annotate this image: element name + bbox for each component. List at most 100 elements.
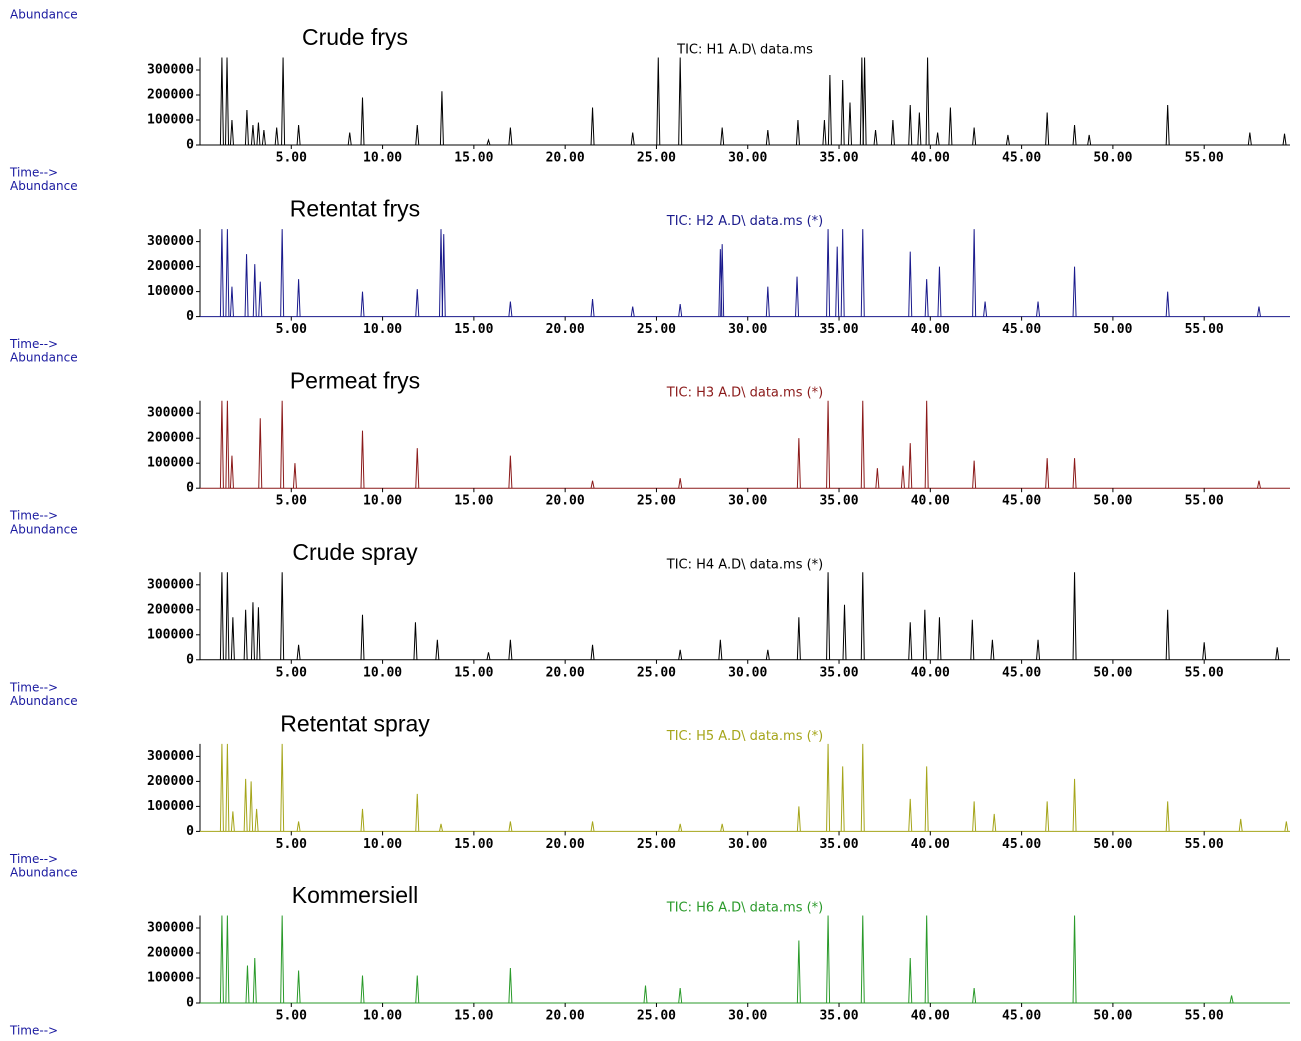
y-axis-label: Abundance <box>10 179 78 193</box>
peak <box>590 480 595 489</box>
y-axis-label: Abundance <box>10 351 78 365</box>
peak <box>860 229 865 317</box>
y-tick-label: 200000 <box>147 602 194 617</box>
x-tick-label: 50.00 <box>1093 322 1132 337</box>
peak <box>243 778 248 832</box>
peak <box>948 107 953 146</box>
x-tick-label: 35.00 <box>819 151 858 166</box>
peak <box>219 400 224 489</box>
peak <box>508 821 513 832</box>
peak <box>1072 266 1077 317</box>
chart-subtitle: TIC: H6 A.D\ data.ms (*) <box>666 901 824 916</box>
peak <box>718 639 723 660</box>
peak <box>415 793 420 832</box>
peak <box>292 463 297 489</box>
x-tick-label: 55.00 <box>1185 151 1224 166</box>
peak <box>439 229 444 317</box>
peak <box>439 91 444 146</box>
peak <box>917 112 922 146</box>
peak <box>925 57 930 146</box>
peak <box>252 957 257 1004</box>
peak <box>225 400 230 489</box>
peak <box>678 57 683 146</box>
peak <box>280 915 285 1004</box>
peak <box>415 975 420 1004</box>
peak <box>225 572 230 660</box>
x-tick-label: 40.00 <box>911 837 950 852</box>
peak <box>924 915 929 1004</box>
peak <box>842 604 847 660</box>
x-tick-label: 35.00 <box>819 494 858 509</box>
peak <box>439 823 443 832</box>
peak <box>826 743 831 832</box>
x-tick-label: 25.00 <box>637 494 676 509</box>
peak <box>1256 480 1261 489</box>
peak <box>1087 134 1092 146</box>
peak <box>1284 821 1289 832</box>
x-axis-label: Time--> <box>9 680 58 694</box>
y-tick-label: 300000 <box>147 63 194 78</box>
y-axis-label: Abundance <box>10 866 78 880</box>
peak <box>296 644 301 660</box>
peak <box>1165 801 1170 832</box>
peak <box>1036 639 1041 660</box>
x-tick-label: 50.00 <box>1093 151 1132 166</box>
peak <box>796 806 801 832</box>
x-tick-label: 40.00 <box>911 151 950 166</box>
peak <box>924 766 929 832</box>
y-tick-label: 100000 <box>147 284 194 299</box>
x-tick-label: 25.00 <box>637 1009 676 1024</box>
peak <box>1045 458 1050 489</box>
peak <box>219 743 224 832</box>
peak <box>274 127 279 146</box>
peak <box>225 743 230 832</box>
peak <box>250 602 255 660</box>
x-tick-label: 30.00 <box>728 837 767 852</box>
peak <box>827 74 832 146</box>
x-tick-label: 15.00 <box>454 151 493 166</box>
y-tick-label: 200000 <box>147 946 194 961</box>
x-tick-label: 55.00 <box>1185 665 1224 680</box>
y-tick-label: 200000 <box>147 259 194 274</box>
peak <box>219 572 224 660</box>
peak <box>1238 818 1243 832</box>
peak <box>296 124 301 146</box>
peak <box>992 813 997 832</box>
y-axis-label: Abundance <box>10 522 78 536</box>
peak <box>908 798 913 832</box>
peak <box>256 122 261 146</box>
x-tick-label: 30.00 <box>728 1009 767 1024</box>
peak <box>972 127 977 146</box>
peak <box>415 448 420 489</box>
chart-title: Kommersiell <box>292 882 419 908</box>
y-tick-label: 300000 <box>147 577 194 592</box>
peak <box>860 915 865 1004</box>
peak <box>826 915 831 1004</box>
peak <box>590 644 595 660</box>
x-tick-label: 15.00 <box>454 322 493 337</box>
x-tick-label: 30.00 <box>728 665 767 680</box>
x-tick-label: 35.00 <box>819 322 858 337</box>
y-tick-label: 0 <box>186 652 194 667</box>
peak <box>900 465 905 489</box>
peak <box>924 400 929 489</box>
x-tick-label: 20.00 <box>546 322 585 337</box>
peak <box>441 234 446 317</box>
peak <box>860 743 865 832</box>
chart-title: Crude spray <box>292 539 418 565</box>
peak <box>1165 291 1170 317</box>
peak <box>826 229 831 317</box>
peak <box>860 400 865 489</box>
peak <box>1275 647 1280 660</box>
peak <box>1165 609 1170 660</box>
peak <box>296 821 301 832</box>
peak <box>859 57 864 146</box>
x-tick-label: 5.00 <box>276 322 307 337</box>
peak <box>630 306 635 317</box>
peak <box>225 915 230 1004</box>
peak <box>720 823 725 832</box>
peak <box>280 229 285 317</box>
peak <box>229 455 234 489</box>
x-tick-label: 45.00 <box>1002 322 1041 337</box>
peak <box>508 967 513 1004</box>
